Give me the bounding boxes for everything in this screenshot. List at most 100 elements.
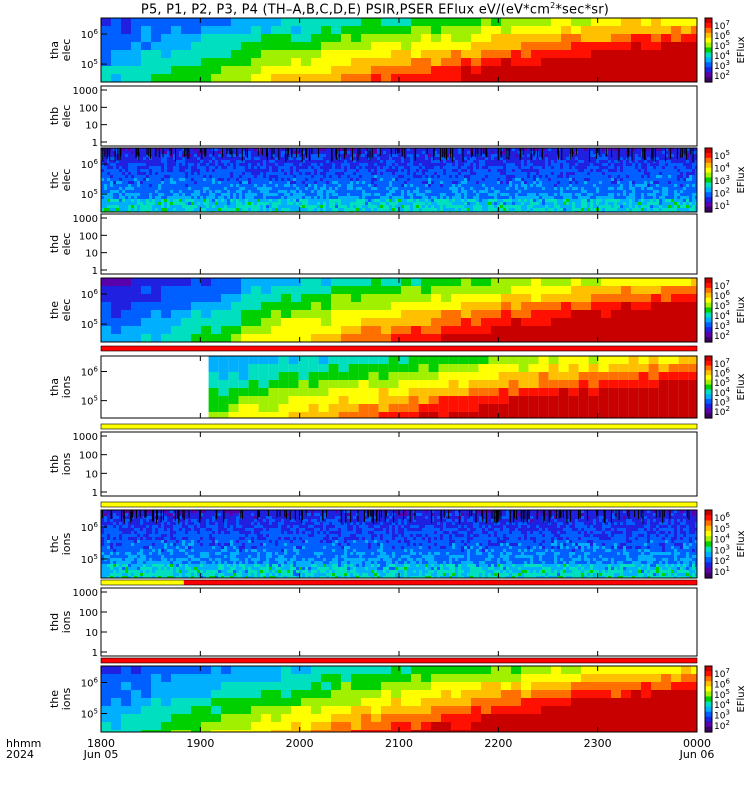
spectrogram-cell xyxy=(617,172,620,175)
spectrogram-cell xyxy=(527,151,530,154)
spectrogram-cell xyxy=(566,172,569,175)
spectrogram-cell xyxy=(545,187,548,190)
spectrogram-cell xyxy=(149,202,152,205)
spectrogram-cell xyxy=(194,208,197,211)
spectrogram-cell xyxy=(347,151,350,154)
spectrogram-cell xyxy=(485,178,488,181)
spectrogram-cell xyxy=(173,199,176,202)
spectrogram-cell xyxy=(581,151,584,154)
spectrogram-cell xyxy=(359,172,362,175)
spectrogram-cell xyxy=(401,166,404,169)
spectrogram-cell xyxy=(695,175,697,178)
spectrogram-cell xyxy=(641,66,651,74)
spectrogram-cell xyxy=(571,18,581,26)
spectrogram-cell xyxy=(452,172,455,175)
spectrogram-cell xyxy=(473,169,476,172)
spectrogram-cell xyxy=(161,196,164,199)
spectrogram-cell xyxy=(269,157,272,160)
spectrogram-cell xyxy=(431,193,434,196)
spectrogram-cell xyxy=(167,178,170,181)
spectrogram-cell xyxy=(281,18,291,26)
spectrogram-cell xyxy=(695,187,697,190)
spectrogram-cell xyxy=(566,151,569,154)
spectrogram-cell xyxy=(278,157,281,160)
spectrogram-cell xyxy=(281,34,291,42)
spectrogram-cell xyxy=(683,169,686,172)
spectrogram-cell xyxy=(536,193,539,196)
spectrogram-cell xyxy=(623,196,626,199)
spectrogram-cell xyxy=(383,202,386,205)
spectrogram-cell xyxy=(431,157,434,160)
spectrogram-cell xyxy=(665,205,668,208)
spectrogram-cell xyxy=(620,199,623,202)
spectrogram-cell xyxy=(515,154,518,157)
spectrogram-cell xyxy=(488,172,491,175)
spectrogram-cell xyxy=(242,175,245,178)
spectrogram-cell xyxy=(224,184,227,187)
spectrogram-cell xyxy=(371,34,381,42)
spectrogram-cell xyxy=(191,18,201,26)
spectrogram-cell xyxy=(527,196,530,199)
spectrogram-cell xyxy=(644,184,647,187)
spectrogram-cell xyxy=(224,151,227,154)
spectrogram-cell xyxy=(134,175,137,178)
spectrogram-cell xyxy=(173,196,176,199)
spectrogram-cell xyxy=(401,193,404,196)
spectrogram-cell xyxy=(470,205,473,208)
spectrogram-cell xyxy=(308,202,311,205)
spectrogram-cell xyxy=(434,196,437,199)
spectrogram-cell xyxy=(239,154,242,157)
spectrogram-cell xyxy=(446,193,449,196)
spectrogram-cell xyxy=(116,166,119,169)
spectrogram-cell xyxy=(293,205,296,208)
spectrogram-cell xyxy=(638,196,641,199)
spectrogram-cell xyxy=(554,205,557,208)
spectrogram-cell xyxy=(590,178,593,181)
spectrogram-cell xyxy=(680,181,683,184)
spectrogram-cell xyxy=(506,154,509,157)
spectrogram-cell xyxy=(326,187,329,190)
spectrogram-cell xyxy=(230,172,233,175)
spectrogram-cell xyxy=(621,50,631,58)
spectrogram-cell xyxy=(305,160,308,163)
spectrogram-cell xyxy=(425,190,428,193)
spectrogram-cell xyxy=(128,196,131,199)
spectrogram-cell xyxy=(479,205,482,208)
spectrogram-cell xyxy=(584,187,587,190)
spectrogram-cell xyxy=(200,181,203,184)
spectrogram-cell xyxy=(482,175,485,178)
spectrogram-cell xyxy=(176,169,179,172)
spectrogram-cell xyxy=(398,172,401,175)
spectrogram-cell xyxy=(227,199,230,202)
spectrogram-cell xyxy=(311,160,314,163)
spectrogram-cell xyxy=(425,157,428,160)
spectrogram-cell xyxy=(404,193,407,196)
spectrogram-cell xyxy=(233,202,236,205)
spectrogram-cell xyxy=(587,205,590,208)
spectrogram-cell xyxy=(350,154,353,157)
spectrogram-cell xyxy=(674,199,677,202)
spectrogram-cell xyxy=(128,193,131,196)
spectrogram-cell xyxy=(500,199,503,202)
spectrogram-cell xyxy=(665,163,668,166)
spectrogram-cell xyxy=(398,184,401,187)
spectrogram-cell xyxy=(224,199,227,202)
spectrogram-cell xyxy=(437,148,440,151)
spectrogram-cell xyxy=(632,163,635,166)
spectrogram-cell xyxy=(686,193,689,196)
spectrogram-cell xyxy=(481,58,491,66)
spectrogram-cell xyxy=(541,66,551,74)
spectrogram-cell xyxy=(431,166,434,169)
spectrogram-cell xyxy=(602,199,605,202)
spectrogram-cell xyxy=(119,160,122,163)
spectrogram-cell xyxy=(620,208,623,211)
spectrogram-cell xyxy=(683,208,686,211)
spectrogram-cell xyxy=(488,157,491,160)
spectrogram-cell xyxy=(248,199,251,202)
spectrogram-cell xyxy=(170,208,173,211)
spectrogram-cell xyxy=(239,187,242,190)
spectrogram-cell xyxy=(581,148,584,151)
spectrogram-cell xyxy=(587,199,590,202)
spectrogram-cell xyxy=(254,172,257,175)
spectrogram-cell xyxy=(605,175,608,178)
